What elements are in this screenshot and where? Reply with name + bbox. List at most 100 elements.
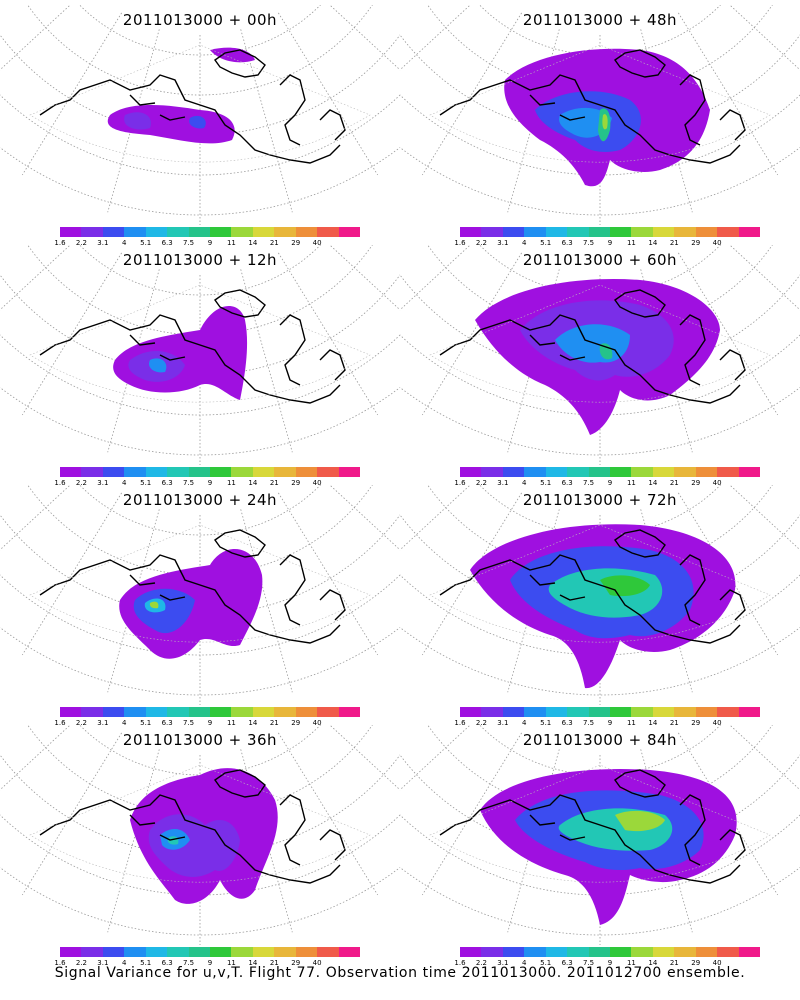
colorbar-segment — [460, 707, 482, 717]
colorbar-tick-label: 21 — [669, 959, 679, 967]
colorbar-tick-label: 1.6 — [54, 479, 66, 487]
colorbar-tick-label: 40 — [712, 959, 722, 967]
colorbar-segment — [188, 707, 211, 717]
colorbar: 1.6 2.2 3.1 4 5.1 6.3 7.5 9 11 14 21 29 40 — [454, 707, 761, 727]
colorbar-tick-label: 11 — [226, 959, 236, 967]
colorbar-segment — [717, 947, 740, 957]
map-panel-12h: 2011013000 + 12h 1.6 2.2 3.1 4 5.1 6.3 7.5 9 11 14… — [0, 245, 400, 487]
colorbar-segment — [231, 467, 254, 477]
latitude-circle — [427, 485, 773, 576]
colorbar-tick-label: 40 — [312, 239, 322, 247]
colorbar-tick-label: 5.1 — [540, 239, 552, 247]
colorbar-tick-label: 21 — [269, 479, 279, 487]
meridian-line — [0, 725, 71, 791]
map-panel-60h: 2011013000 + 60h 1.6 2.2 3.1 4 5.1 6.3 7.5 9 11 14… — [400, 245, 800, 487]
colorbar-segment — [60, 467, 82, 477]
colorbar-segment — [338, 227, 361, 237]
colorbar-tick-label: 4 — [522, 719, 527, 727]
map-boundary — [29, 524, 371, 643]
colorbar-tick-label: 14 — [248, 239, 258, 247]
colorbar-segment — [231, 947, 254, 957]
colorbar-segment — [695, 707, 718, 717]
colorbar-segment — [567, 227, 590, 237]
colorbar-segment — [60, 947, 82, 957]
polar-stereographic-map — [400, 245, 800, 465]
colorbar-segment — [317, 947, 340, 957]
meridian-line — [0, 5, 71, 71]
panel-title: 2011013000 + 36h — [122, 731, 278, 749]
colorbar-segment — [102, 467, 125, 477]
colorbar-segment — [81, 947, 104, 957]
map-panel-0h: 2011013000 + 00h 1.6 2.2 3.1 4 5.1 6.3 7.5 9 11 14… — [0, 5, 400, 247]
meridian-line — [734, 5, 800, 39]
colorbar-segment — [524, 227, 547, 237]
meridian-line — [422, 252, 522, 416]
map-boundary — [429, 44, 771, 163]
colorbar-tick-label: 14 — [248, 719, 258, 727]
coastline — [439, 529, 746, 644]
colorbar-segment — [717, 227, 740, 237]
meridian-line — [400, 5, 466, 39]
colorbar-tick-label: 9 — [207, 719, 213, 727]
colorbar-segment — [610, 227, 632, 237]
colorbar-segment — [631, 467, 654, 477]
map-boundary — [429, 524, 771, 643]
colorbar: 1.6 2.2 3.1 4 5.1 6.3 7.5 9 11 14 21 29 40 — [454, 467, 761, 487]
colorbar-segment — [524, 947, 547, 957]
meridian-line — [329, 5, 400, 71]
colorbar: 1.6 2.2 3.1 4 5.1 6.3 7.5 9 11 14 21 29 40 — [54, 467, 361, 487]
latitude-circle — [479, 5, 721, 56]
meridian-line — [400, 245, 466, 279]
meridian-line — [334, 725, 400, 759]
colorbar-segment — [524, 707, 547, 717]
colorbar-tick-label: 29 — [691, 719, 701, 727]
colorbar-segment — [210, 467, 232, 477]
colorbar-segment — [102, 227, 125, 237]
colorbar-tick-label: 21 — [669, 719, 679, 727]
colorbar-segment — [124, 947, 147, 957]
colorbar-segment — [652, 947, 675, 957]
meridian-line — [729, 485, 800, 551]
colorbar-tick-label: 1.6 — [454, 479, 466, 487]
variance-contour — [133, 588, 195, 634]
colorbar-tick-label: 29 — [691, 479, 701, 487]
colorbar-tick-label: 7.5 — [582, 959, 595, 967]
meridian-line — [0, 245, 66, 279]
latitude-circle — [400, 34, 800, 136]
panel-title: 2011013000 + 72h — [522, 491, 678, 509]
meridian-line — [334, 245, 400, 279]
coastline — [439, 49, 746, 164]
latitude-circle — [427, 5, 773, 96]
map-panel-84h: 2011013000 + 84h 1.6 2.2 3.1 4 5.1 6.3 7.5 9 11 14… — [400, 725, 800, 967]
colorbar: 1.6 2.2 3.1 4 5.1 6.3 7.5 9 11 14 21 29 40 — [454, 227, 761, 247]
colorbar-tick-label: 9 — [607, 239, 613, 247]
colorbar-segment — [738, 227, 761, 237]
colorbar-tick-label: 11 — [626, 239, 636, 247]
colorbar-segment — [124, 467, 147, 477]
colorbar-segment — [674, 707, 697, 717]
colorbar-tick-label: 9 — [207, 479, 213, 487]
coastline — [439, 289, 746, 404]
colorbar-segment — [124, 707, 147, 717]
colorbar-segment — [274, 227, 297, 237]
meridian-line — [734, 245, 800, 279]
colorbar-tick-label: 11 — [226, 239, 236, 247]
meridian-line — [329, 725, 400, 791]
colorbar-tick-label: 29 — [291, 479, 301, 487]
colorbar-segment — [317, 707, 340, 717]
colorbar-tick-label: 2.2 — [475, 479, 487, 487]
colorbar-tick-label: 14 — [248, 479, 258, 487]
colorbar-tick-label: 1.6 — [54, 239, 66, 247]
colorbar-tick-label: 9 — [207, 239, 213, 247]
colorbar-tick-label: 2.2 — [75, 959, 87, 967]
colorbar-tick-label: 5.1 — [140, 239, 152, 247]
meridian-line — [278, 492, 378, 656]
colorbar-segment — [317, 227, 340, 237]
colorbar-tick-label: 3.1 — [497, 959, 509, 967]
colorbar-segment — [545, 467, 568, 477]
colorbar-tick-label: 7.5 — [182, 239, 195, 247]
colorbar-segment — [610, 947, 632, 957]
panel-title: 2011013000 + 24h — [122, 491, 278, 509]
colorbar-segment — [481, 467, 504, 477]
latitude-circle — [427, 245, 773, 336]
